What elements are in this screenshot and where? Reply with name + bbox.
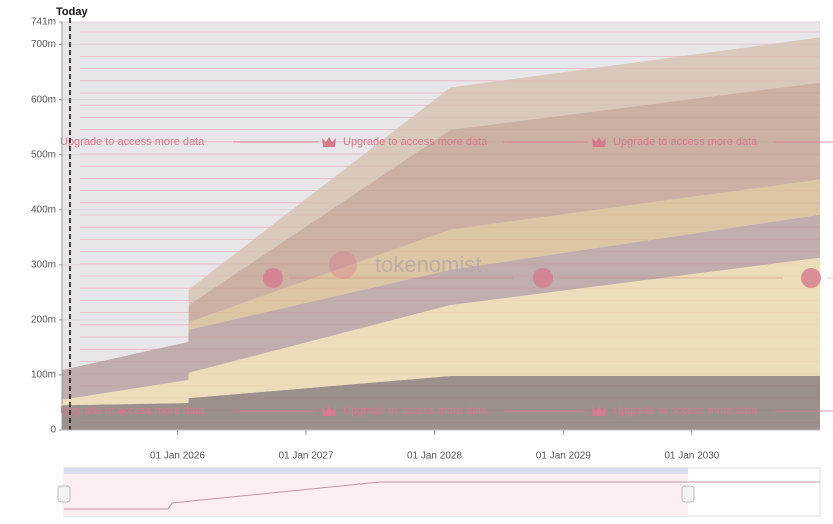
x-tick-label: 01 Jan 2030	[664, 451, 719, 462]
y-tick-label: 0	[50, 425, 56, 436]
overlay: Upgrade to access more data Upgrade to ac…	[60, 136, 833, 417]
watermark-icon	[329, 251, 357, 279]
navigator-selection	[64, 468, 688, 516]
today-label: Today	[56, 6, 88, 18]
y-tick-label: 300m	[31, 259, 56, 270]
upgrade-notice: Upgrade to access more data	[60, 405, 205, 417]
logo-icon	[801, 268, 821, 288]
navigator-handle[interactable]	[681, 485, 695, 503]
logo-icon	[263, 268, 283, 288]
crown-icon	[322, 137, 336, 147]
upgrade-notice: Upgrade to access more data	[343, 405, 488, 417]
x-tick-label: 01 Jan 2028	[407, 451, 462, 462]
area	[62, 257, 820, 406]
navigator-handle[interactable]	[57, 485, 71, 503]
area	[62, 376, 820, 430]
y-tick-label: 200m	[31, 315, 56, 326]
y-tick-label: 400m	[31, 204, 56, 215]
area	[62, 214, 820, 400]
area	[62, 179, 820, 370]
upgrade-notice: Upgrade to access more data	[343, 136, 488, 148]
crown-icon	[322, 406, 336, 416]
upgrade-notice: Upgrade to access more data	[613, 405, 758, 417]
crown-icon	[592, 406, 606, 416]
x-tick-label: 01 Jan 2027	[278, 451, 333, 462]
area	[62, 82, 820, 370]
upgrade-notice: Upgrade to access more data	[613, 136, 758, 148]
y-tick-label: 741m	[31, 17, 56, 28]
y-tick-label: 600m	[31, 94, 56, 105]
upgrade-notice: Upgrade to access more data	[60, 136, 205, 148]
navigator	[57, 467, 821, 517]
navigator-line	[64, 481, 820, 510]
navigator-bar	[64, 468, 688, 474]
x-tick-label: 01 Jan 2026	[150, 451, 205, 462]
crown-icon	[592, 137, 606, 147]
y-tick-label: 100m	[31, 370, 56, 381]
y-tick-label: 500m	[31, 149, 56, 160]
y-tick-label: 700m	[31, 39, 56, 50]
watermark: tokenomist	[375, 252, 481, 277]
area	[62, 37, 820, 370]
x-tick-label: 01 Jan 2029	[536, 451, 591, 462]
areas	[62, 37, 820, 430]
logo-icon	[533, 268, 553, 288]
